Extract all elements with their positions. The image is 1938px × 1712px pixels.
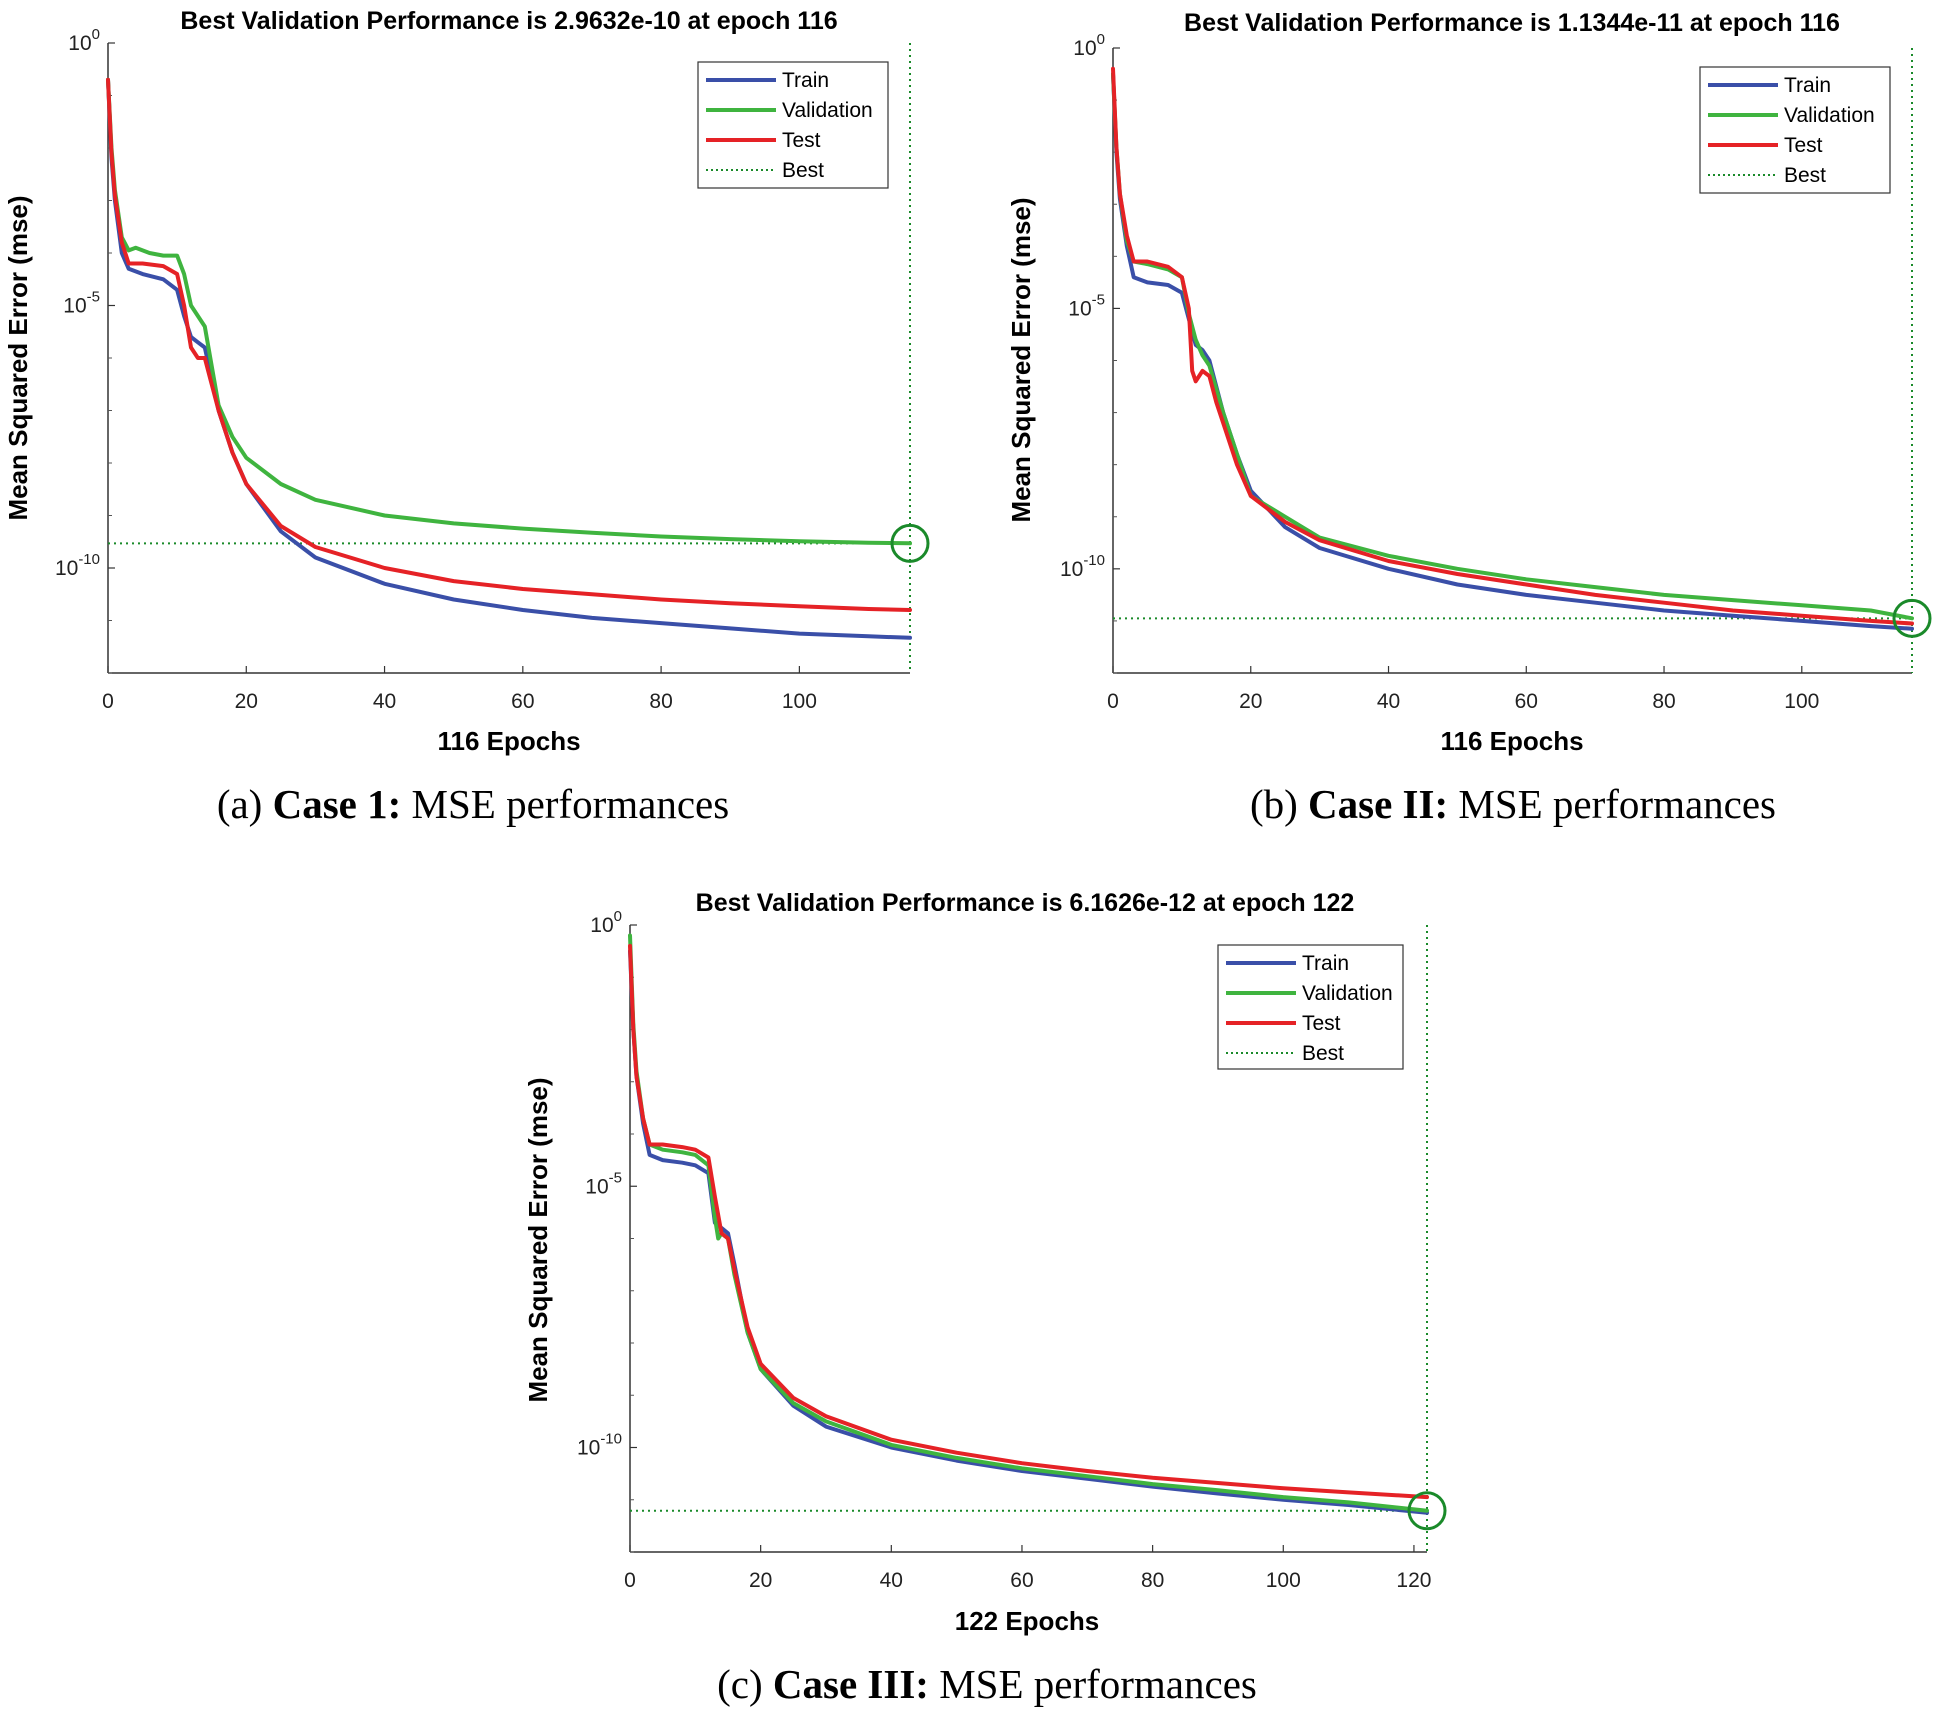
best-point-marker [1892, 598, 1932, 638]
legend-label-test: Test [782, 129, 821, 152]
plot-title: Best Validation Performance is 6.1626e-1… [696, 889, 1355, 917]
y-tick-exponent: -5 [87, 289, 100, 306]
y-tick-base: 10 [585, 1175, 608, 1198]
caption-text: MSE performances [401, 781, 729, 827]
series-line-test [1111, 66, 1914, 626]
x-tick-label: 0 [102, 690, 114, 713]
legend-label-best: Best [782, 159, 824, 182]
y-tick-base: 10 [55, 557, 78, 580]
x-tick-label: 20 [749, 1569, 772, 1592]
legend-label-validation: Validation [1784, 104, 1875, 127]
y-tick-base: 10 [68, 32, 91, 55]
caption-text: MSE performances [929, 1661, 1257, 1707]
x-tick-label: 20 [235, 690, 258, 713]
caption-prefix: (a) [217, 781, 273, 827]
x-tick-label: 100 [782, 690, 817, 713]
y-tick-exponent: -5 [609, 1169, 622, 1186]
y-tick-base: 10 [1068, 297, 1091, 320]
caption-prefix: (b) [1250, 781, 1308, 827]
caption-prefix: (c) [717, 1661, 773, 1707]
plot-title: Best Validation Performance is 2.9632e-1… [180, 7, 837, 35]
x-tick-label: 40 [1377, 690, 1400, 713]
legend-box [1699, 66, 1891, 194]
y-tick-label: 10-5 [585, 1169, 622, 1198]
panel-caption: (b) Case II: MSE performances [1250, 781, 1776, 827]
legend-label-best: Best [1784, 164, 1826, 187]
legend-box [697, 61, 889, 189]
x-tick-label: 120 [1396, 1569, 1431, 1592]
y-tick-label: 100 [1073, 31, 1105, 60]
legend-label-test: Test [1302, 1012, 1341, 1035]
x-tick-label: 60 [1010, 1569, 1033, 1592]
y-axis-label: Mean Squared Error (mse) [3, 195, 33, 520]
y-tick-label: 10-10 [577, 1431, 622, 1460]
x-tick-label: 80 [649, 690, 672, 713]
best-point-marker [1407, 1491, 1447, 1531]
y-tick-base: 10 [590, 914, 613, 937]
best-point-marker [890, 523, 930, 563]
y-tick-exponent: -10 [1083, 552, 1105, 569]
y-axis-label: Mean Squared Error (mse) [1006, 197, 1036, 522]
y-tick-base: 10 [1060, 558, 1083, 581]
x-tick-label: 80 [1141, 1569, 1164, 1592]
y-tick-base: 10 [1073, 37, 1096, 60]
y-tick-exponent: -10 [600, 1431, 622, 1448]
y-tick-exponent: -10 [78, 551, 100, 568]
y-tick-base: 10 [577, 1437, 600, 1460]
x-tick-label: 60 [1515, 690, 1538, 713]
caption-case: Case 1: [273, 781, 402, 827]
caption-text: MSE performances [1448, 781, 1776, 827]
y-axis-label: Mean Squared Error (mse) [523, 1077, 553, 1402]
y-tick-label: 100 [68, 26, 100, 55]
x-tick-label: 0 [1107, 690, 1119, 713]
y-tick-base: 10 [63, 295, 86, 318]
legend-label-validation: Validation [1302, 982, 1393, 1005]
legend-label-test: Test [1784, 134, 1823, 157]
x-tick-label: 80 [1652, 690, 1675, 713]
x-tick-label: 20 [1239, 690, 1262, 713]
legend-label-validation: Validation [782, 99, 873, 122]
legend-box [1217, 944, 1404, 1070]
y-tick-label: 100 [590, 908, 622, 937]
y-tick-label: 10-10 [1060, 552, 1105, 581]
series-line-test [628, 943, 1429, 1500]
y-tick-label: 10-5 [63, 289, 100, 318]
y-tick-exponent: 0 [614, 908, 622, 925]
x-axis-label: 122 Epochs [955, 1606, 1100, 1636]
caption-case: Case III: [773, 1661, 929, 1707]
x-tick-label: 100 [1266, 1569, 1301, 1592]
panel-caption: (c) Case III: MSE performances [717, 1661, 1257, 1707]
panel-case-3: Best Validation Performance is 6.1626e-1… [523, 889, 1447, 1707]
legend-label-train: Train [1302, 952, 1349, 975]
legend-label-best: Best [1302, 1042, 1344, 1065]
plot-title: Best Validation Performance is 1.1344e-1… [1184, 9, 1840, 37]
x-tick-label: 60 [511, 690, 534, 713]
panel-case-1: Best Validation Performance is 2.9632e-1… [3, 7, 930, 827]
x-tick-label: 0 [624, 1569, 636, 1592]
y-tick-exponent: 0 [1097, 31, 1105, 48]
y-tick-exponent: -5 [1092, 291, 1105, 308]
x-axis-label: 116 Epochs [437, 726, 580, 756]
x-tick-label: 40 [880, 1569, 903, 1592]
panel-caption: (a) Case 1: MSE performances [217, 781, 729, 827]
x-axis-label: 116 Epochs [1440, 726, 1583, 756]
caption-case: Case II: [1308, 781, 1448, 827]
y-tick-label: 10-5 [1068, 291, 1105, 320]
legend-label-train: Train [782, 69, 829, 92]
y-tick-label: 10-10 [55, 551, 100, 580]
y-tick-exponent: 0 [92, 26, 100, 43]
series-line-test [106, 77, 912, 612]
x-tick-label: 100 [1784, 690, 1819, 713]
x-tick-label: 40 [373, 690, 396, 713]
panel-case-2: Best Validation Performance is 1.1344e-1… [1006, 9, 1932, 827]
legend-label-train: Train [1784, 74, 1831, 97]
